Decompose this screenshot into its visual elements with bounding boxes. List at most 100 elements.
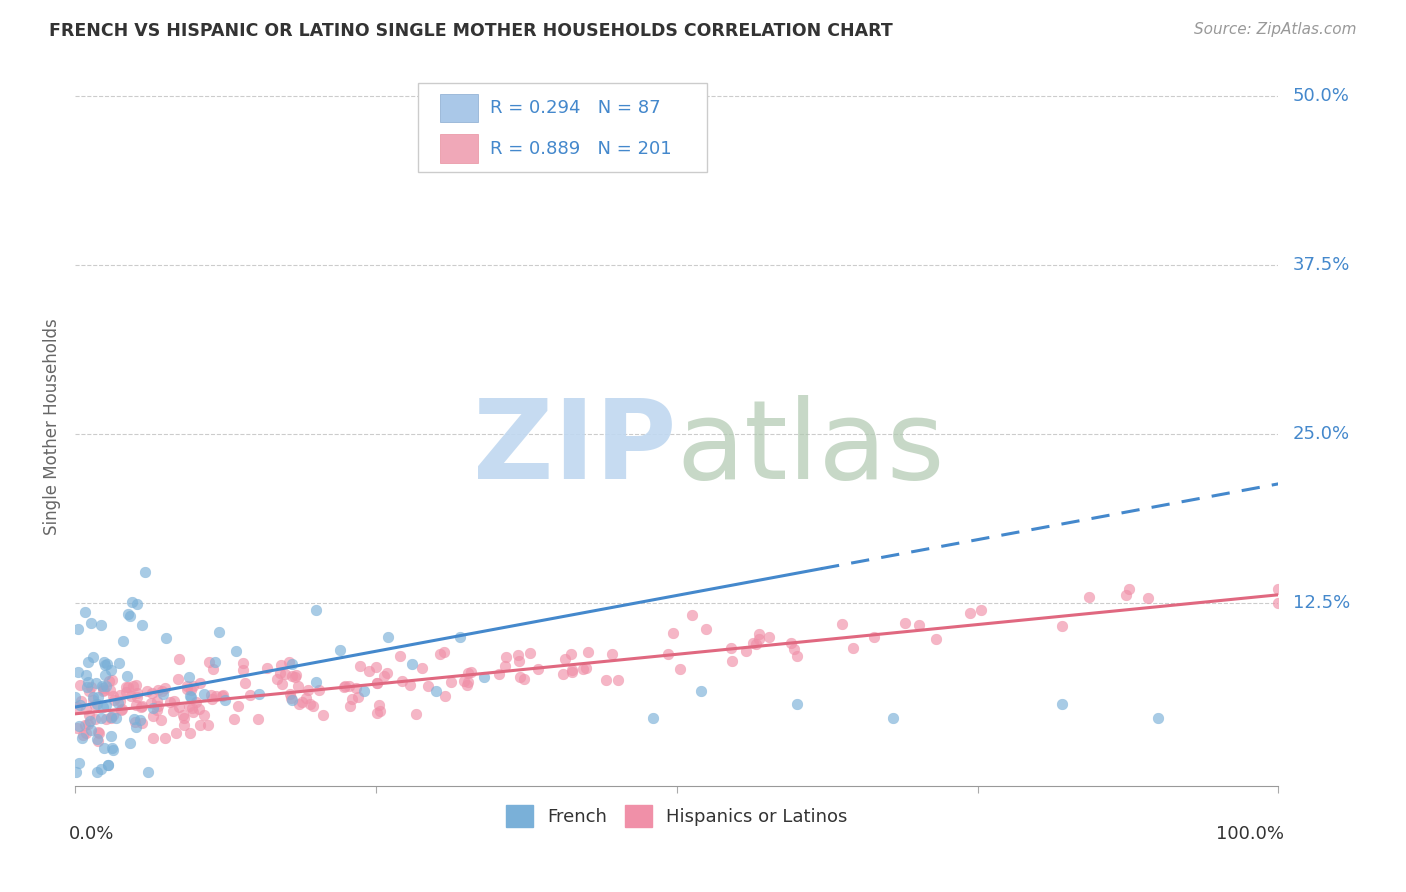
Point	[90, 679, 112, 693]
FancyBboxPatch shape	[440, 94, 478, 122]
Point	[204, 655, 226, 669]
Point	[1147, 711, 1170, 725]
Point	[560, 648, 582, 662]
Point	[232, 656, 254, 670]
Point	[232, 664, 254, 678]
Point	[124, 712, 146, 726]
Text: ZIP: ZIP	[474, 395, 676, 502]
Point	[405, 707, 427, 722]
Point	[689, 683, 711, 698]
Point	[146, 694, 169, 708]
Point	[112, 634, 135, 648]
Point	[347, 690, 370, 704]
Point	[657, 647, 679, 661]
Point	[131, 698, 153, 713]
Point	[188, 718, 211, 732]
Point	[117, 680, 139, 694]
Point	[882, 711, 904, 725]
Point	[91, 700, 114, 714]
Point	[782, 642, 804, 657]
Point	[388, 649, 411, 664]
Point	[197, 655, 219, 669]
Point	[681, 607, 703, 622]
Point	[111, 702, 134, 716]
Point	[959, 606, 981, 620]
Point	[76, 675, 98, 690]
Point	[748, 632, 770, 646]
Point	[153, 731, 176, 745]
Point	[67, 719, 90, 733]
Point	[83, 698, 105, 712]
Point	[456, 678, 478, 692]
Point	[291, 696, 314, 710]
Point	[225, 643, 247, 657]
Point	[184, 695, 207, 709]
Point	[167, 652, 190, 666]
Point	[152, 687, 174, 701]
Point	[103, 708, 125, 723]
Point	[669, 663, 692, 677]
Point	[136, 764, 159, 779]
Point	[862, 630, 884, 644]
Point	[150, 714, 173, 728]
Point	[472, 670, 495, 684]
Point	[84, 712, 107, 726]
Point	[86, 732, 108, 747]
Point	[148, 699, 170, 714]
Point	[519, 646, 541, 660]
Point	[104, 711, 127, 725]
Point	[308, 682, 330, 697]
Point	[115, 685, 138, 699]
Point	[75, 668, 97, 682]
Point	[124, 714, 146, 729]
Point	[281, 669, 304, 683]
Point	[181, 701, 204, 715]
Point	[561, 665, 583, 680]
Point	[70, 731, 93, 745]
Point	[153, 681, 176, 695]
Point	[256, 661, 278, 675]
Point	[94, 658, 117, 673]
Point	[434, 689, 457, 703]
Point	[131, 715, 153, 730]
Point	[391, 673, 413, 688]
Point	[247, 687, 270, 701]
Point	[411, 661, 433, 675]
Point	[79, 707, 101, 722]
Point	[79, 714, 101, 728]
Point	[197, 718, 219, 732]
Point	[90, 762, 112, 776]
Point	[127, 690, 149, 704]
Point	[141, 686, 163, 700]
Point	[339, 699, 361, 714]
Point	[148, 683, 170, 698]
Point	[312, 708, 335, 723]
Point	[551, 667, 574, 681]
Point	[93, 684, 115, 698]
Point	[735, 644, 758, 658]
Point	[97, 757, 120, 772]
Point	[440, 674, 463, 689]
Point	[366, 706, 388, 720]
Point	[278, 687, 301, 701]
Point	[155, 631, 177, 645]
Point	[269, 666, 291, 681]
Point	[344, 681, 367, 695]
Point	[165, 726, 187, 740]
Point	[925, 632, 948, 646]
Point	[508, 648, 530, 662]
Point	[142, 709, 165, 723]
Point	[84, 676, 107, 690]
Point	[340, 691, 363, 706]
Point	[509, 669, 531, 683]
Point	[82, 690, 104, 704]
Point	[284, 667, 307, 681]
Point	[173, 711, 195, 725]
Point	[108, 693, 131, 707]
Point	[69, 698, 91, 712]
Point	[90, 618, 112, 632]
Point	[576, 645, 599, 659]
Point	[433, 645, 456, 659]
Point	[741, 635, 763, 649]
Point	[107, 696, 129, 710]
